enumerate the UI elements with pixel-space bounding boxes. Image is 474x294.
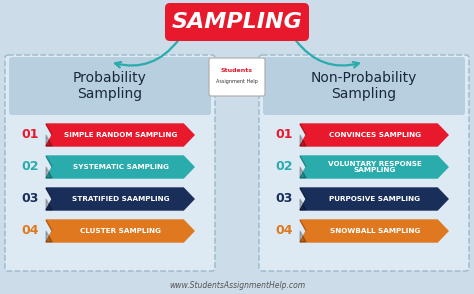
- Text: VOLUNTARY RESPONSE
SAMPLING: VOLUNTARY RESPONSE SAMPLING: [328, 161, 422, 173]
- Text: SYSTEMATIC SAMPLING: SYSTEMATIC SAMPLING: [73, 164, 169, 170]
- Polygon shape: [46, 124, 52, 135]
- Polygon shape: [46, 135, 52, 146]
- Text: Non-Probability
Sampling: Non-Probability Sampling: [311, 71, 417, 101]
- FancyBboxPatch shape: [209, 58, 265, 96]
- Polygon shape: [46, 231, 52, 242]
- Polygon shape: [300, 188, 448, 210]
- Text: CLUSTER SAMPLING: CLUSTER SAMPLING: [81, 228, 162, 234]
- Polygon shape: [300, 135, 306, 146]
- Text: Probability
Sampling: Probability Sampling: [73, 71, 147, 101]
- Text: 01: 01: [275, 128, 293, 141]
- Polygon shape: [300, 231, 306, 242]
- Polygon shape: [300, 156, 448, 178]
- FancyBboxPatch shape: [9, 57, 211, 115]
- Polygon shape: [46, 124, 194, 146]
- Polygon shape: [46, 220, 52, 231]
- Polygon shape: [300, 220, 306, 231]
- Polygon shape: [300, 220, 448, 242]
- Polygon shape: [46, 199, 52, 210]
- Text: 03: 03: [275, 193, 292, 206]
- Text: 04: 04: [275, 225, 293, 238]
- Polygon shape: [46, 167, 52, 178]
- Text: 04: 04: [21, 225, 39, 238]
- Polygon shape: [300, 199, 306, 210]
- Polygon shape: [300, 167, 306, 178]
- Polygon shape: [46, 188, 194, 210]
- Text: 03: 03: [21, 193, 39, 206]
- Text: STRATIFIED SAAMPLING: STRATIFIED SAAMPLING: [72, 196, 170, 202]
- Polygon shape: [46, 188, 52, 199]
- Polygon shape: [46, 156, 52, 167]
- Polygon shape: [300, 156, 306, 167]
- Text: PURPOSIVE SAMPLING: PURPOSIVE SAMPLING: [329, 196, 420, 202]
- Text: SNOWBALL SAMPLING: SNOWBALL SAMPLING: [330, 228, 420, 234]
- Text: Assignment Help: Assignment Help: [216, 79, 258, 84]
- FancyBboxPatch shape: [165, 3, 309, 41]
- Text: SIMPLE RANDOM SAMPLING: SIMPLE RANDOM SAMPLING: [64, 132, 178, 138]
- FancyBboxPatch shape: [5, 55, 215, 271]
- Polygon shape: [46, 156, 194, 178]
- Polygon shape: [300, 188, 306, 199]
- Text: www.StudentsAssignmentHelp.com: www.StudentsAssignmentHelp.com: [169, 281, 305, 290]
- FancyBboxPatch shape: [263, 57, 465, 115]
- FancyBboxPatch shape: [259, 55, 469, 271]
- Polygon shape: [46, 220, 194, 242]
- Text: 01: 01: [21, 128, 39, 141]
- Text: SAMPLING: SAMPLING: [172, 12, 302, 32]
- Polygon shape: [300, 124, 448, 146]
- Text: 02: 02: [21, 161, 39, 173]
- Text: CONVINCES SAMPLING: CONVINCES SAMPLING: [329, 132, 421, 138]
- Text: 02: 02: [275, 161, 293, 173]
- Text: Students: Students: [221, 68, 253, 73]
- Polygon shape: [300, 124, 306, 135]
